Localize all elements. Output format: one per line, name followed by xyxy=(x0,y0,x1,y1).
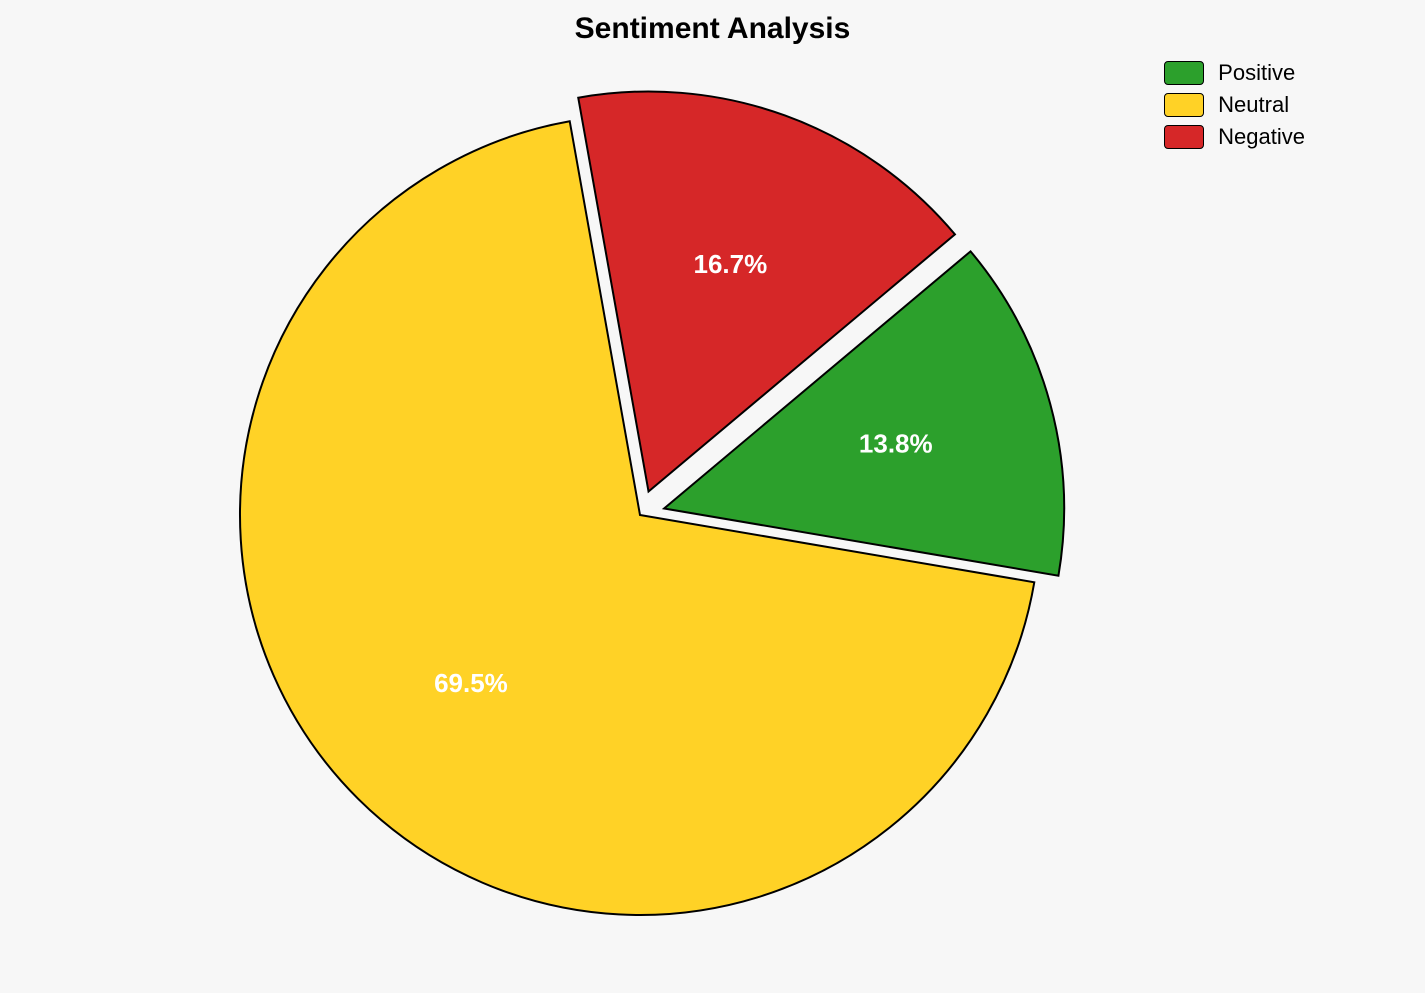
legend-item-neutral: Neutral xyxy=(1164,92,1305,118)
slice-label-neutral: 69.5% xyxy=(434,668,508,698)
legend-item-negative: Negative xyxy=(1164,124,1305,150)
legend-swatch-positive xyxy=(1164,61,1204,85)
slice-label-positive: 13.8% xyxy=(859,429,933,459)
legend-item-positive: Positive xyxy=(1164,60,1305,86)
legend-swatch-negative xyxy=(1164,125,1204,149)
legend-label-positive: Positive xyxy=(1218,60,1295,86)
legend-label-negative: Negative xyxy=(1218,124,1305,150)
legend: Positive Neutral Negative xyxy=(1164,60,1305,150)
chart-container: Sentiment Analysis 16.7%69.5%13.8% Posit… xyxy=(0,0,1425,993)
slice-label-negative: 16.7% xyxy=(694,249,768,279)
legend-swatch-neutral xyxy=(1164,93,1204,117)
legend-label-neutral: Neutral xyxy=(1218,92,1289,118)
